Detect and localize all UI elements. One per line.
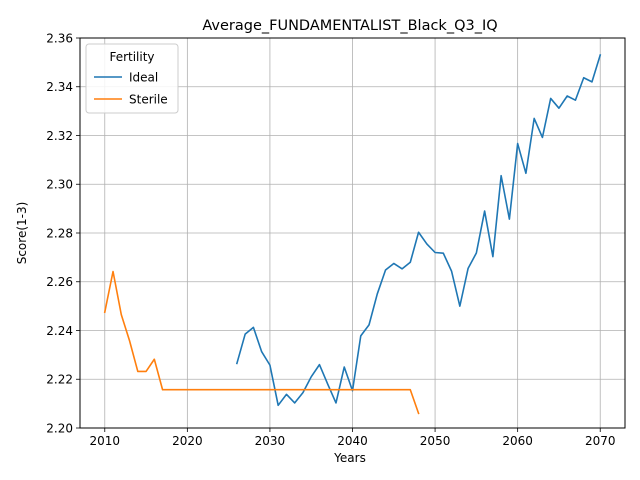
x-tick-label: 2050 bbox=[420, 434, 451, 448]
series-line-ideal bbox=[235, 54, 602, 407]
x-axis-label: Years bbox=[333, 451, 366, 465]
series-lines bbox=[103, 54, 602, 415]
x-tick-label: 2020 bbox=[172, 434, 203, 448]
series-line-sterile bbox=[103, 270, 420, 415]
legend-box bbox=[85, 43, 179, 114]
y-tick-label: 2.24 bbox=[46, 324, 73, 338]
x-tick-label: 2030 bbox=[255, 434, 286, 448]
x-tick-label: 2010 bbox=[89, 434, 120, 448]
y-tick-label: 2.30 bbox=[46, 178, 73, 192]
y-tick-label: 2.26 bbox=[46, 275, 73, 289]
x-tick-label: 2040 bbox=[337, 434, 368, 448]
x-tick-label: 2060 bbox=[502, 434, 533, 448]
legend: Fertility Ideal Sterile bbox=[85, 43, 179, 114]
legend-label-ideal: Ideal bbox=[129, 71, 158, 85]
y-tick-label: 2.36 bbox=[46, 31, 73, 45]
y-tick-label: 2.22 bbox=[46, 373, 73, 387]
legend-title: Fertility bbox=[109, 50, 154, 64]
x-axis-ticks: 2010 2020 2030 2040 2050 2060 2070 bbox=[89, 428, 616, 448]
legend-label-sterile: Sterile bbox=[129, 93, 168, 107]
y-tick-label: 2.34 bbox=[46, 80, 73, 94]
y-axis-ticks: 2.20 2.22 2.24 2.26 2.28 2.30 2.32 2.34 2.36 bbox=[46, 31, 80, 435]
chart-title: Average_FUNDAMENTALIST_Black_Q3_IQ bbox=[202, 18, 497, 34]
y-tick-label: 2.32 bbox=[46, 129, 73, 143]
x-tick-label: 2070 bbox=[585, 434, 616, 448]
y-tick-label: 2.28 bbox=[46, 226, 73, 240]
y-tick-label: 2.20 bbox=[46, 421, 73, 435]
y-axis-label: Score(1-3) bbox=[15, 202, 29, 265]
